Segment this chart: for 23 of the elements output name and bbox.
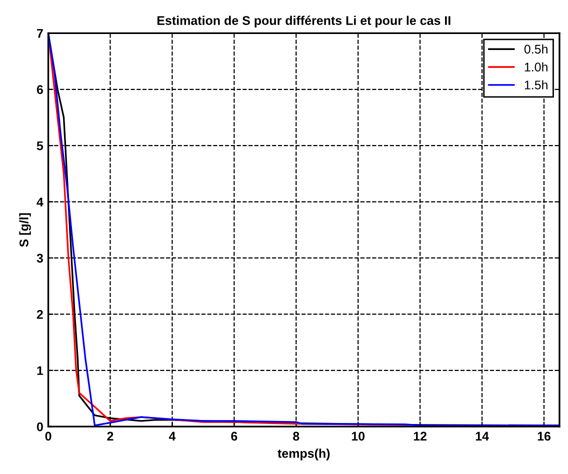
y-tick-label: 3 [36, 254, 43, 263]
y-tick-label: 6 [36, 85, 43, 94]
chart-title: Estimation de S pour différents Li et pour le cas II [157, 16, 450, 28]
x-axis-title: temps(h) [278, 448, 330, 460]
x-tick-label: 12 [414, 432, 427, 441]
y-tick-label: 1 [37, 366, 44, 375]
x-tick-label: 6 [231, 432, 238, 441]
x-tick-label: 10 [352, 432, 365, 441]
x-tick-label: 0 [45, 432, 52, 441]
y-tick-label: 5 [36, 142, 44, 150]
x-tick-label: 2 [107, 432, 114, 441]
legend-label: 1.5h [524, 80, 548, 90]
y-tick-label: 7 [37, 29, 43, 38]
legend-label: 0.5h [524, 44, 548, 54]
legend-label: 1.0h [524, 62, 548, 72]
x-tick-label: 8 [293, 432, 300, 441]
x-tick-label: 16 [538, 432, 550, 441]
y-tick-label: 2 [36, 310, 43, 319]
y-tick-label: 4 [36, 198, 44, 206]
x-tick-label: 4 [168, 432, 176, 441]
y-tick-label: 0 [36, 422, 43, 432]
y-axis-title: S [g/l] [19, 213, 31, 247]
x-tick-label: 14 [476, 432, 489, 441]
